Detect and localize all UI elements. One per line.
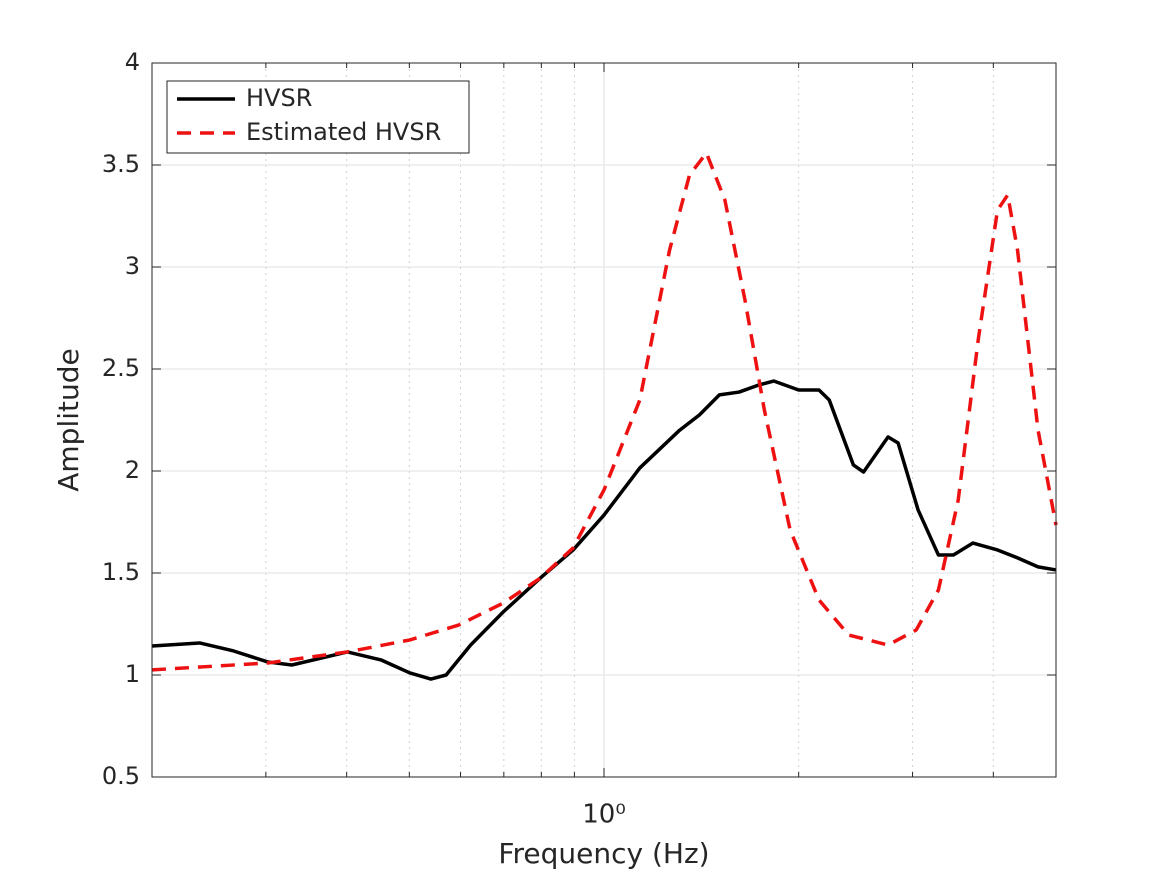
y-tick-label: 4: [125, 48, 140, 76]
y-tick-label: 0.5: [102, 762, 140, 790]
y-tick-label: 3: [125, 252, 140, 280]
series-line: [151, 379, 1057, 681]
legend-box: [166, 80, 470, 154]
y-tick-label: 3.5: [102, 150, 140, 178]
y-tick-label: 1: [125, 660, 140, 688]
y-tick-label: 1.5: [102, 558, 140, 586]
y-tick-label: 2: [125, 456, 140, 484]
y-tick-label: 2.5: [102, 354, 140, 382]
legend-label: Estimated HVSR: [246, 118, 441, 146]
y-axis-label: Amplitude: [52, 348, 85, 492]
plot-frame: [151, 62, 1057, 778]
series-line: [151, 151, 1058, 672]
x-tick-label: 10⁰: [582, 800, 626, 830]
x-axis-label: Frequency (Hz): [498, 837, 709, 870]
legend-label: HVSR: [246, 84, 312, 112]
